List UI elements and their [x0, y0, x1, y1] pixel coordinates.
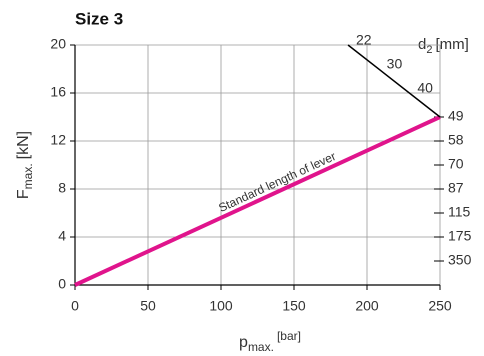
- x-tick-label: 250: [428, 298, 452, 314]
- line: [74, 115, 441, 287]
- d2-label: 87: [448, 180, 464, 196]
- d2-label: 40: [417, 80, 433, 96]
- x-axis-label: pmax.[bar]: [239, 329, 301, 354]
- d2-label: 22: [356, 32, 372, 48]
- y-axis-label: Fmax.[kN]: [15, 131, 35, 199]
- x-tick-label: 150: [282, 298, 306, 314]
- x-tick-label: 200: [355, 298, 379, 314]
- d2-label: 175: [448, 228, 472, 244]
- d2-label: 30: [387, 56, 403, 72]
- x-tick-label: 100: [209, 298, 233, 314]
- x-tick-label: 0: [71, 298, 79, 314]
- y-tick-label: 16: [50, 84, 66, 100]
- y-tick-label: 4: [58, 228, 66, 244]
- y-tick-label: 0: [58, 276, 66, 292]
- annotation: Standard length of lever: [216, 149, 338, 215]
- x-tick-label: 50: [140, 298, 156, 314]
- d2-label: 58: [448, 132, 464, 148]
- chart-title: Size 3: [75, 9, 123, 28]
- y-tick-label: 12: [50, 132, 66, 148]
- d2-label: 70: [448, 156, 464, 172]
- y-tick-label: 8: [58, 180, 66, 196]
- d2-label: 115: [448, 204, 471, 220]
- d2-label: 350: [448, 252, 472, 268]
- d2-label: 49: [448, 108, 464, 124]
- line: [347, 44, 441, 118]
- d2-label: d2 [mm]: [418, 36, 469, 56]
- y-tick-label: 20: [50, 36, 66, 52]
